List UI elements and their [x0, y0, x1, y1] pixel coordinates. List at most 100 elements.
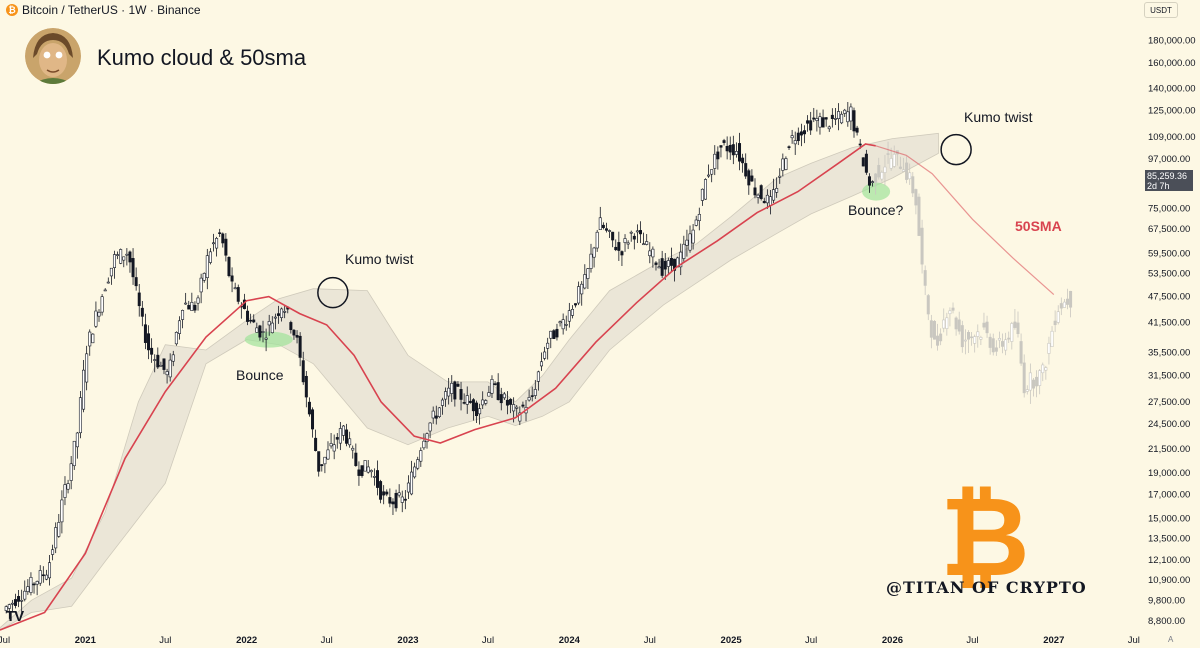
candle-body — [208, 251, 212, 263]
candle-body — [397, 492, 401, 496]
candle-body — [673, 258, 677, 271]
candle-body — [304, 375, 308, 398]
candle-body — [663, 260, 667, 270]
candle-body — [700, 188, 704, 201]
candle-body — [570, 309, 574, 316]
candle-body — [379, 481, 383, 500]
annotation-bounce: Bounce — [236, 367, 284, 383]
candle-body — [802, 130, 806, 135]
candle-body — [1013, 321, 1017, 328]
candle-body — [143, 324, 147, 343]
candle-body — [487, 392, 491, 397]
sma-projection-line — [875, 145, 1055, 296]
candle-body — [1044, 367, 1048, 371]
candle-body — [759, 185, 763, 199]
candle-body — [592, 247, 596, 258]
candle-body — [703, 179, 707, 200]
candle-body — [434, 415, 438, 419]
candle-body — [926, 295, 930, 315]
candle-body — [595, 231, 599, 249]
candle-body — [419, 450, 423, 462]
candle-body — [301, 360, 305, 383]
candle-body — [849, 106, 853, 122]
candle-body — [131, 258, 135, 278]
candle-body — [629, 231, 633, 234]
candle-body — [710, 169, 714, 175]
candle-body — [580, 283, 584, 295]
candle-body — [543, 351, 547, 359]
price-tick-label: 97,000.00 — [1148, 154, 1190, 165]
chart-title: Kumo cloud & 50sma — [97, 45, 307, 70]
candle-body — [892, 153, 896, 167]
candle-body — [125, 253, 129, 256]
candle-body — [57, 522, 61, 537]
candle-body — [583, 274, 587, 289]
candle-body — [447, 387, 451, 397]
currency-selector[interactable]: USDT — [1144, 2, 1178, 18]
tradingview-logo[interactable]: TV — [6, 608, 24, 625]
candle-body — [1022, 362, 1026, 394]
candle-body — [908, 172, 912, 180]
candle-body — [478, 408, 482, 415]
candle-body — [858, 143, 862, 146]
candle-body — [713, 153, 717, 169]
candle-body — [1038, 370, 1042, 386]
candle-body — [833, 118, 837, 120]
candle-body — [147, 333, 151, 351]
candle-body — [394, 492, 398, 509]
candle-body — [954, 317, 958, 330]
candle-body — [846, 111, 850, 123]
candle-body — [32, 583, 36, 586]
candle-body — [493, 383, 497, 385]
candle-body — [444, 391, 448, 400]
candle-body — [7, 604, 11, 609]
time-tick-label: 2022 — [236, 635, 257, 646]
candle-body — [942, 319, 946, 329]
candle-body — [122, 256, 126, 261]
candle-body — [199, 277, 203, 293]
candle-body — [351, 447, 355, 451]
candle-body — [877, 165, 881, 178]
candle-body — [521, 404, 525, 407]
candle-body — [215, 238, 219, 249]
candle-body — [168, 359, 172, 378]
candle-body — [855, 127, 859, 133]
annotation-bounce-question: Bounce? — [848, 202, 904, 218]
candle-body — [731, 144, 735, 156]
candle-body — [787, 146, 791, 148]
candle-body — [1062, 301, 1066, 308]
candle-body — [889, 158, 893, 169]
candle-body — [357, 469, 361, 476]
candle-body — [657, 266, 661, 269]
candle-body — [716, 151, 720, 160]
bounce-highlight — [862, 182, 891, 201]
current-price-value: 85,259.36 — [1147, 171, 1188, 181]
candle-body — [255, 327, 259, 333]
sma-50-line — [0, 143, 1055, 631]
candle-body — [864, 153, 868, 173]
candle-body — [939, 333, 943, 342]
auto-scale-button[interactable]: A — [1168, 635, 1174, 644]
candle-body — [685, 239, 689, 246]
candle-body — [261, 331, 265, 333]
candle-body — [898, 166, 902, 169]
candle-body — [1053, 320, 1057, 326]
price-tick-label: 35,500.00 — [1148, 348, 1190, 359]
candle-body — [793, 140, 797, 145]
candle-body — [830, 114, 834, 119]
projection-candles — [874, 141, 1073, 404]
symbol-info[interactable]: ₿ Bitcoin / TetherUS · 1W · Binance — [6, 2, 201, 18]
candle-body — [13, 599, 17, 606]
candle-body — [465, 395, 469, 405]
candle-body — [936, 335, 940, 346]
candle-body — [181, 310, 185, 320]
candle-body — [314, 437, 318, 451]
candle-body — [224, 238, 228, 256]
candle-body — [1007, 337, 1011, 340]
candle-body — [725, 146, 729, 152]
candle-body — [1019, 341, 1023, 364]
time-tick-label: 2024 — [559, 635, 581, 646]
candle-body — [620, 251, 624, 256]
candle-body — [323, 456, 327, 465]
